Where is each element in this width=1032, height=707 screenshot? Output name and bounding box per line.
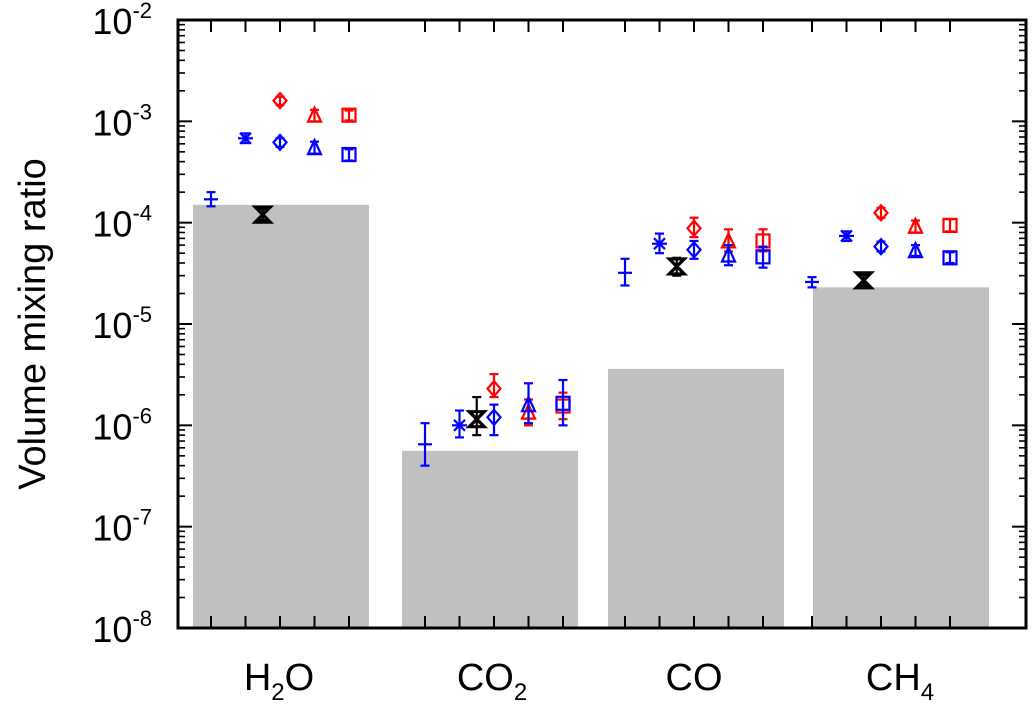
- category-label-ch4: CH4: [866, 657, 934, 706]
- marker-h2o-diamond: [272, 133, 288, 152]
- y-tick-label: 10-2: [92, 0, 152, 42]
- marker-co-diamond: [686, 239, 702, 260]
- marker-ch4-asterisk: [839, 229, 854, 243]
- marker-h2o-bowtie: [251, 205, 275, 224]
- category-labels: H2O CO2 CO CH4: [244, 657, 934, 706]
- marker-co2-plus: [418, 422, 432, 467]
- marker-ch4-bowtie: [852, 271, 876, 290]
- marker-ch4-diamond: [873, 237, 889, 256]
- marker-co2-asterisk: [452, 409, 467, 439]
- marker-ch4-triangle: [907, 240, 924, 259]
- marker-co-bowtie: [665, 256, 689, 277]
- marker-co-asterisk: [652, 232, 667, 255]
- bar-co: [608, 368, 784, 628]
- marker-h2o-plus: [204, 191, 218, 208]
- y-tick-label: 10-6: [92, 403, 152, 447]
- marker-ch4-square: [942, 217, 958, 233]
- category-label-co: CO: [666, 657, 723, 699]
- marker-co2-bowtie: [465, 395, 489, 437]
- y-tick-label: 10-4: [92, 201, 152, 245]
- marker-ch4-plus: [805, 276, 819, 289]
- category-label-co2: CO2: [457, 657, 527, 706]
- marker-co-square: [755, 245, 771, 269]
- bar-h2o: [193, 204, 369, 628]
- marker-co-diamond: [686, 216, 702, 239]
- marker-co2-diamond: [486, 403, 502, 437]
- marker-co2-diamond: [486, 373, 502, 399]
- y-tick-label: 10-7: [92, 505, 152, 549]
- marker-h2o-triangle: [306, 105, 323, 123]
- bars-layer: [193, 204, 989, 628]
- marker-ch4-diamond: [873, 203, 889, 223]
- y-tick-label: 10-3: [92, 99, 152, 143]
- bar-co2: [402, 450, 578, 628]
- marker-co2-triangle: [520, 382, 537, 425]
- marker-co-plus: [618, 257, 632, 287]
- ticks-layer: [178, 19, 1026, 629]
- marker-h2o-triangle: [306, 137, 323, 156]
- marker-h2o-square: [341, 107, 357, 123]
- y-tick-label: 10-8: [92, 606, 152, 650]
- marker-h2o-square: [341, 146, 357, 163]
- y-axis-title: Volume mixing ratio: [12, 158, 54, 490]
- bar-ch4: [813, 287, 989, 628]
- marker-co2-square: [555, 378, 571, 427]
- marker-ch4-triangle: [907, 216, 924, 234]
- marker-h2o-diamond: [272, 91, 288, 110]
- y-tick-labels: 10-8 10-7 10-6 10-5 10-4 10-3 10-2: [92, 0, 152, 650]
- marker-co-triangle: [720, 244, 737, 267]
- y-tick-label: 10-5: [92, 302, 152, 346]
- markers-layer: [204, 91, 958, 467]
- marker-h2o-asterisk: [238, 132, 253, 145]
- category-label-h2o: H2O: [244, 657, 314, 706]
- marker-ch4-square: [942, 250, 958, 266]
